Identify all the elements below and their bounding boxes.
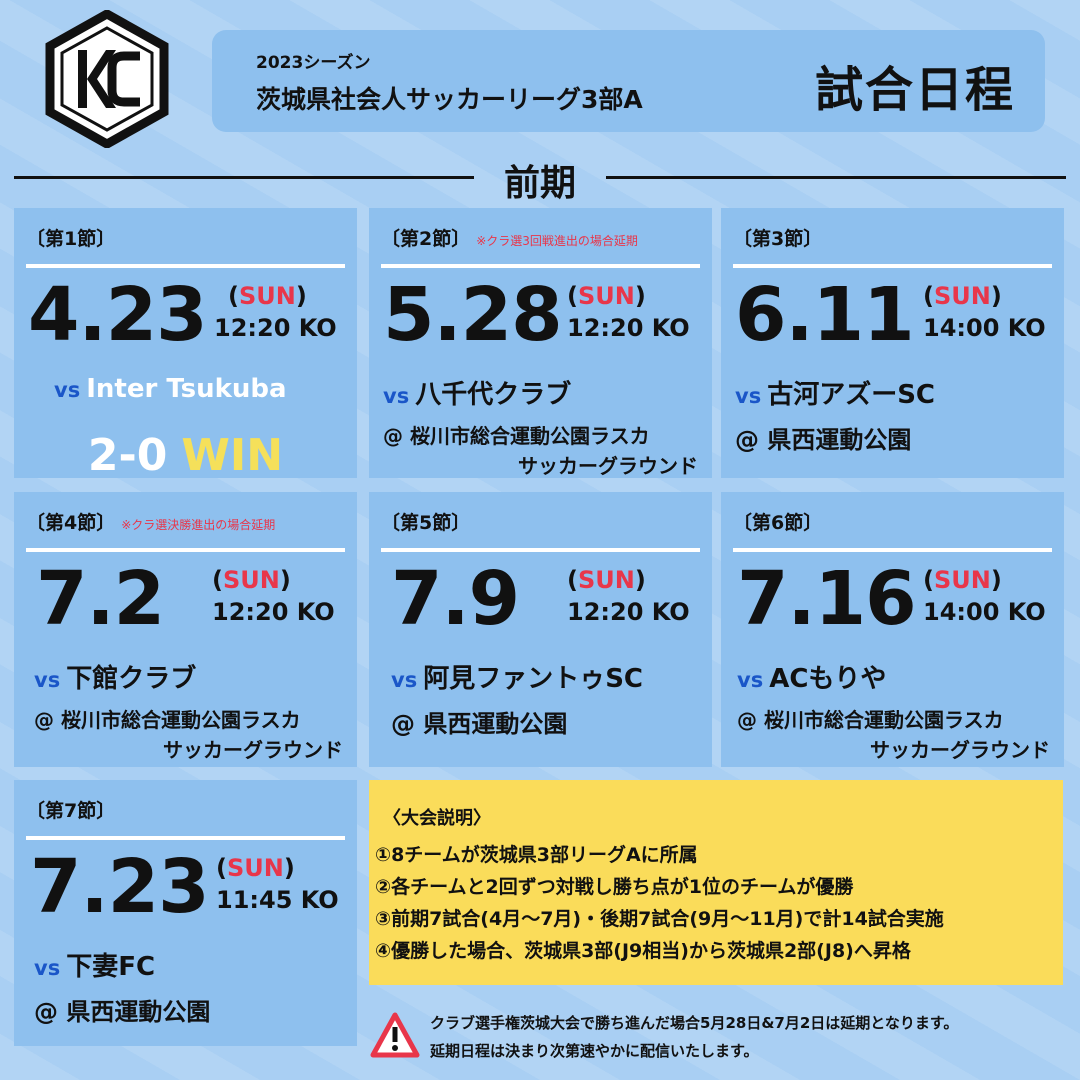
venue-line-2: サッカーグラウンド (518, 454, 698, 478)
match-day: (SUN) (228, 282, 307, 310)
round-label: 〔第5節〕 (381, 512, 471, 534)
opponent: vs 下妻FC (34, 952, 156, 982)
opponent: vs 下館クラブ (34, 664, 197, 694)
venue: @ 桜川市総合運動公園ラスカ (34, 708, 301, 732)
season-label: 2023シーズン (256, 53, 371, 73)
match-card-6: 〔第6節〕 7.16 (SUN) 14:00 KO vs ACもりや @ 桜川市総… (721, 492, 1064, 767)
round-label: 〔第4節〕 ※クラ選決勝進出の場合延期 (26, 512, 276, 534)
match-date: 7.23 (30, 844, 210, 930)
match-card-7: 〔第7節〕 7.23 (SUN) 11:45 KO vs 下妻FC @ 県西運動公… (14, 780, 357, 1046)
kickoff-time: 12:20 KO (567, 598, 690, 626)
divider (26, 264, 345, 268)
match-day: (SUN) (567, 566, 646, 594)
tournament-info: 〈大会説明〉 ①8チームが茨城県3部リーグAに所属 ②各チームと2回ずつ対戦し勝… (369, 780, 1063, 985)
kickoff-time: 12:20 KO (212, 598, 335, 626)
league-name: 茨城県社会人サッカーリーグ3部A (256, 85, 643, 114)
divider (381, 548, 700, 552)
match-date: 7.16 (737, 556, 917, 642)
info-item: ③前期7試合(4月〜7月)・後期7試合(9月〜11月)で計14試合実施 (375, 908, 944, 930)
opponent: vs 八千代クラブ (383, 380, 572, 410)
info-item: ①8チームが茨城県3部リーグAに所属 (375, 844, 698, 866)
section-header: 前期 (14, 150, 1066, 204)
divider (606, 176, 1066, 179)
venue-line-2: サッカーグラウンド (163, 738, 343, 762)
venue: @ 県西運動公園 (735, 426, 912, 454)
divider (26, 836, 345, 840)
match-day: (SUN) (567, 282, 646, 310)
match-date: 7.2 (36, 556, 165, 642)
venue: @ 県西運動公園 (391, 710, 568, 738)
divider (733, 264, 1052, 268)
match-result: 2-0 WIN (87, 430, 284, 481)
round-label: 〔第1節〕 (26, 228, 116, 250)
match-date: 4.23 (28, 272, 208, 358)
page-title: 試合日程 (814, 62, 1015, 118)
kickoff-time: 14:00 KO (923, 314, 1046, 342)
warning-icon (370, 1012, 420, 1058)
match-card-5: 〔第5節〕 7.9 (SUN) 12:20 KO vs 阿見ファントゥSC @ 県… (369, 492, 712, 767)
notice-line-2: 延期日程は決まり次第速やかに配信いたします。 (430, 1042, 759, 1060)
match-card-3: 〔第3節〕 6.11 (SUN) 14:00 KO vs 古河アズーSC @ 県西… (721, 208, 1064, 478)
match-date: 7.9 (391, 556, 520, 642)
info-item: ②各チームと2回ずつ対戦し勝ち点が1位のチームが優勝 (375, 876, 854, 898)
match-day: (SUN) (923, 282, 1002, 310)
section-title: 前期 (503, 163, 576, 204)
match-date: 6.11 (735, 272, 915, 358)
round-label: 〔第3節〕 (733, 228, 823, 250)
venue: @ 桜川市総合運動公園ラスカ (737, 708, 1004, 732)
opponent: vs 古河アズーSC (735, 380, 936, 410)
match-date: 5.28 (383, 272, 563, 358)
match-card-4: 〔第4節〕 ※クラ選決勝進出の場合延期 7.2 (SUN) 12:20 KO vs… (14, 492, 357, 767)
match-day: (SUN) (923, 566, 1002, 594)
round-label: 〔第6節〕 (733, 512, 823, 534)
match-day: (SUN) (216, 854, 295, 882)
divider (14, 176, 474, 179)
round-label: 〔第2節〕 ※クラ選3回戦進出の場合延期 (381, 228, 638, 250)
venue: @ 県西運動公園 (34, 998, 211, 1026)
club-logo-icon (45, 10, 169, 148)
info-title: 〈大会説明〉 (383, 808, 491, 829)
opponent: vs ACもりや (737, 664, 887, 694)
kickoff-time: 12:20 KO (214, 314, 337, 342)
divider (381, 264, 700, 268)
match-card-1: 〔第1節〕 4.23 (SUN) 12:20 KO vs Inter Tsukub… (14, 208, 357, 481)
info-item: ④優勝した場合、茨城県3部(J9相当)から茨城県2部(J8)へ昇格 (375, 940, 911, 962)
match-day: (SUN) (212, 566, 291, 594)
kickoff-time: 12:20 KO (567, 314, 690, 342)
notice-line-1: クラブ選手権茨城大会で勝ち進んだ場合5月28日&7月2日は延期となります。 (430, 1014, 959, 1032)
match-card-2: 〔第2節〕 ※クラ選3回戦進出の場合延期 5.28 (SUN) 12:20 KO … (369, 208, 712, 478)
opponent: vs Inter Tsukuba (54, 374, 287, 404)
divider (26, 548, 345, 552)
round-label: 〔第7節〕 (26, 800, 116, 822)
kickoff-time: 14:00 KO (923, 598, 1046, 626)
venue-line-2: サッカーグラウンド (870, 738, 1050, 762)
kickoff-time: 11:45 KO (216, 886, 339, 914)
title-banner: 2023シーズン 茨城県社会人サッカーリーグ3部A 試合日程 (212, 30, 1045, 132)
opponent: vs 阿見ファントゥSC (391, 664, 644, 694)
divider (733, 548, 1052, 552)
venue: @ 桜川市総合運動公園ラスカ (383, 424, 650, 448)
